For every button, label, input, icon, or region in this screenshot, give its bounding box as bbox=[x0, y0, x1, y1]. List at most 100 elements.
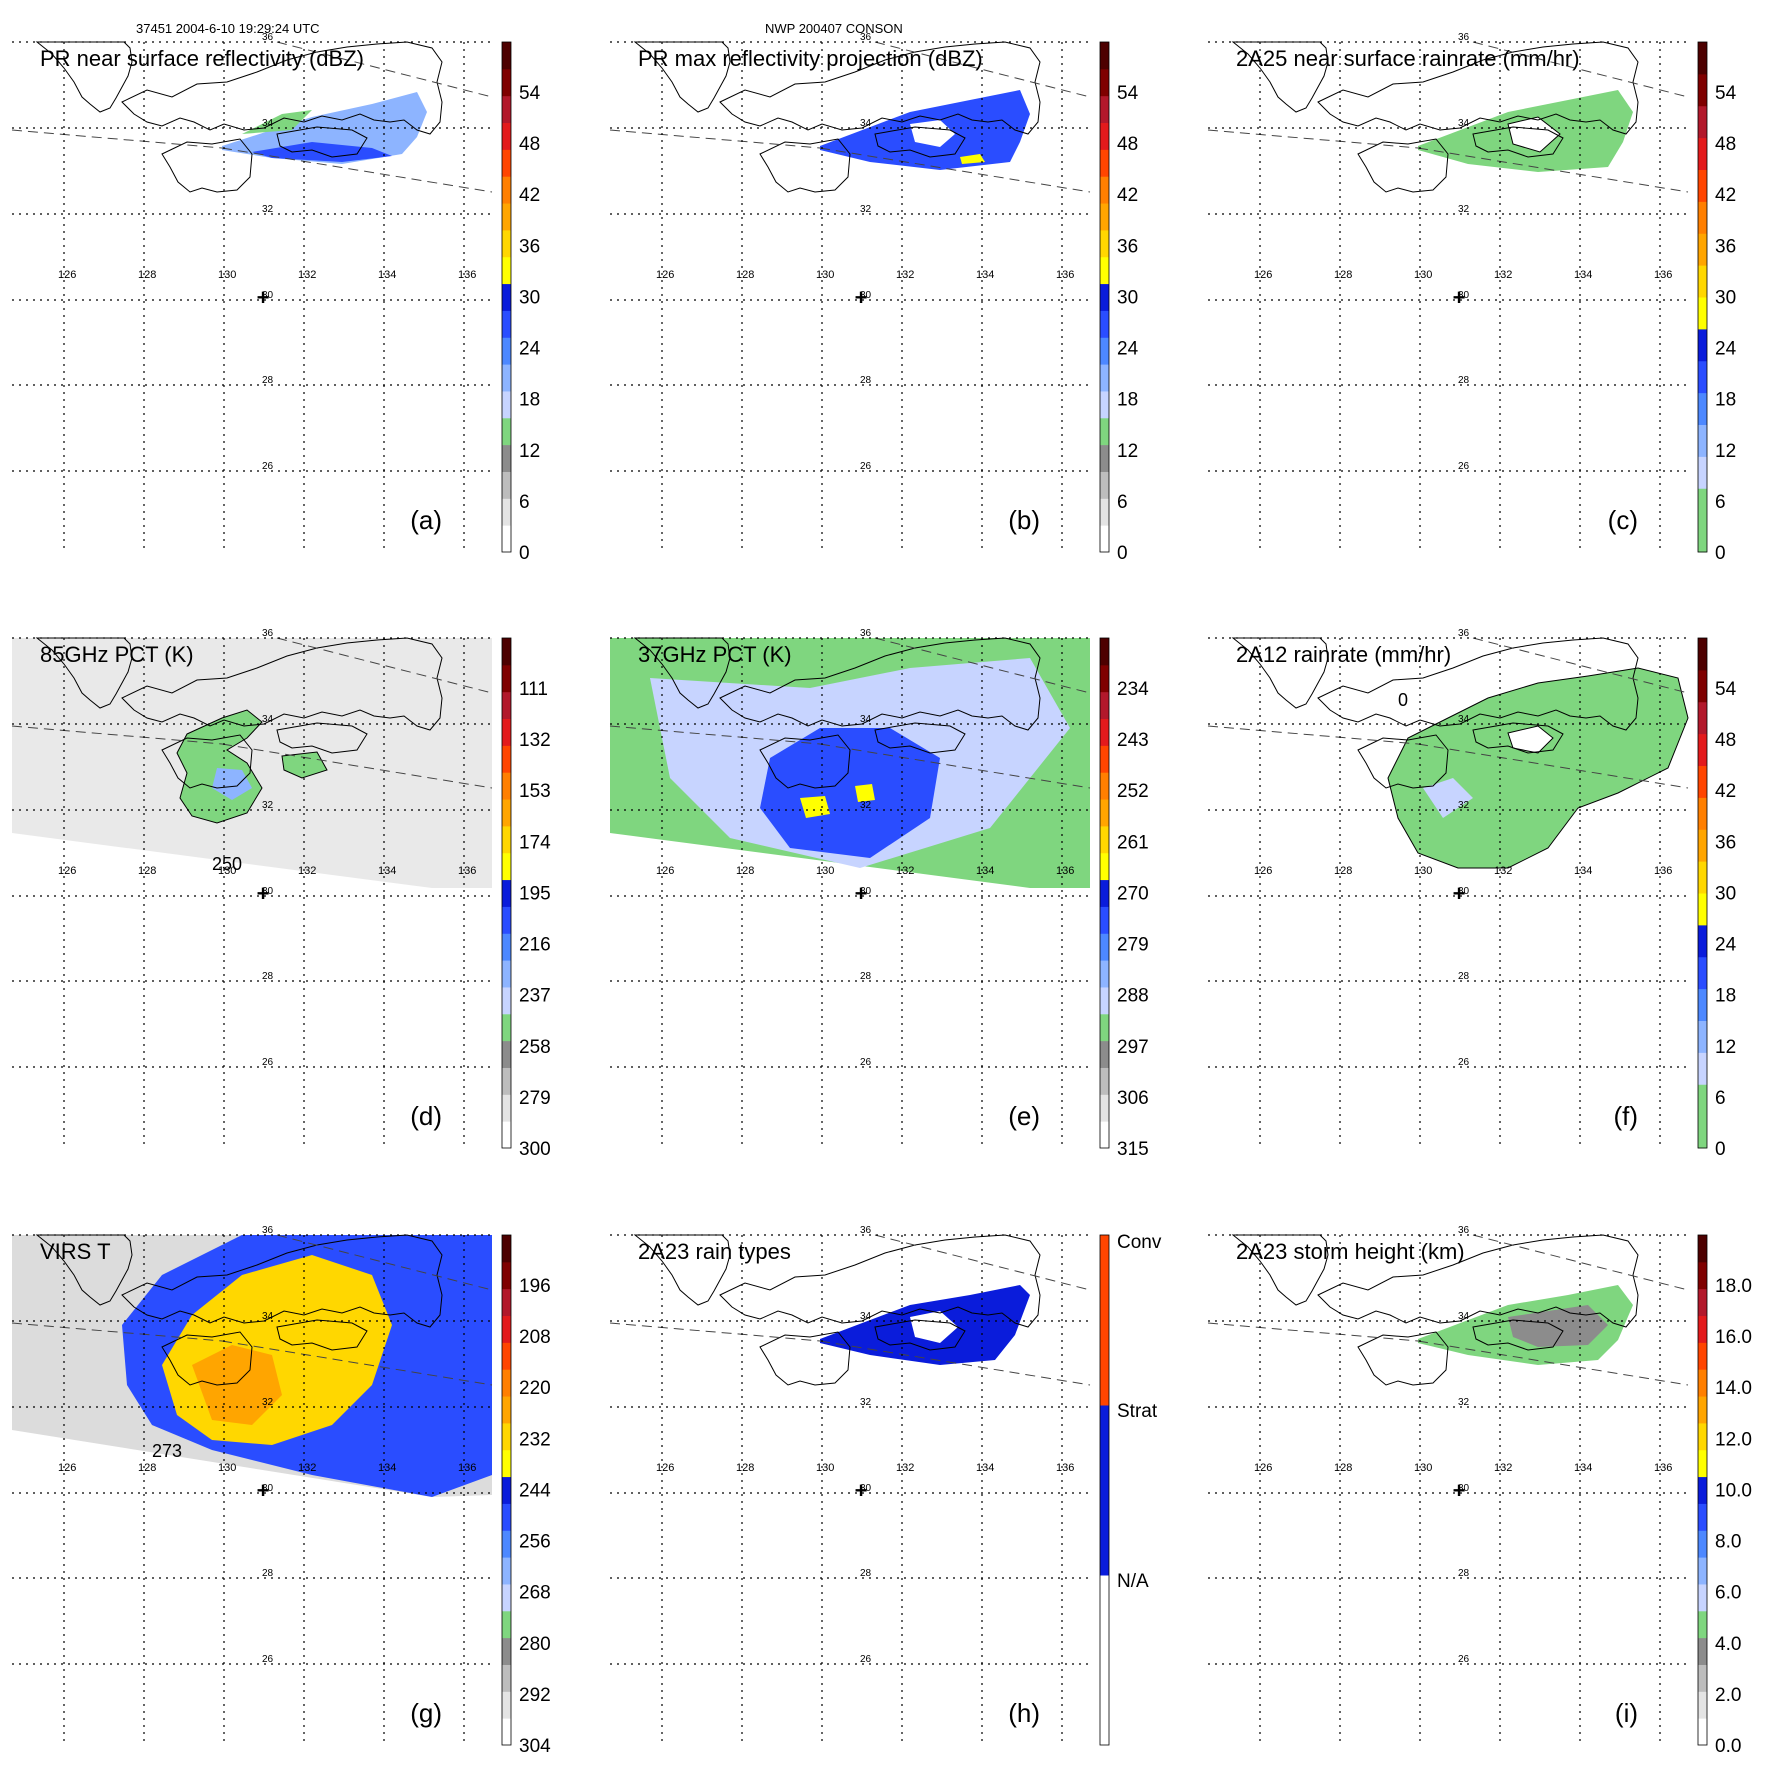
lon-label: 130 bbox=[816, 1462, 834, 1474]
colorbar-segment bbox=[1698, 733, 1707, 766]
swath-edge-lower bbox=[609, 1322, 821, 1342]
lon-label: 128 bbox=[1334, 865, 1352, 877]
colorbar-segment bbox=[1698, 488, 1707, 521]
lon-label: 132 bbox=[298, 1462, 316, 1474]
colorbar-tick-label: 258 bbox=[519, 1037, 551, 1058]
precip-field bbox=[610, 638, 1090, 888]
lat-label: 32 bbox=[262, 204, 274, 215]
colorbar-segment bbox=[502, 1121, 511, 1149]
lon-label: 128 bbox=[138, 1462, 156, 1474]
lat-label: 32 bbox=[1458, 800, 1470, 811]
panel-tag: (a) bbox=[410, 505, 442, 535]
lat-label: 26 bbox=[860, 1654, 872, 1665]
colorbar-segment bbox=[1100, 745, 1109, 773]
colorbar-segment bbox=[1100, 825, 1109, 854]
panel-e: 126 128 130 132 134 136 36 34 32 30 28 26 +37GHz PCT… bbox=[609, 628, 1149, 1160]
lon-label: 126 bbox=[656, 269, 674, 281]
colorbar-segment bbox=[1698, 105, 1707, 139]
colorbar-frame bbox=[1697, 637, 1708, 1149]
colorbar-tick-label: 6 bbox=[1117, 492, 1128, 513]
precip-field bbox=[820, 1285, 1030, 1365]
colorbar-tick-label: 42 bbox=[1117, 185, 1138, 206]
colorbar-segment bbox=[1698, 169, 1707, 202]
swath-edge-lower bbox=[1207, 725, 1419, 745]
colorbar-tick-label: 196 bbox=[519, 1276, 551, 1297]
swath-edge-lower-east bbox=[1417, 1340, 1689, 1386]
graticule bbox=[12, 637, 492, 1148]
colorbar-tick-label: 18 bbox=[1117, 390, 1138, 411]
colorbar-tick-label: 6 bbox=[519, 492, 530, 513]
swath-edges bbox=[609, 637, 1091, 789]
rainrate-gap bbox=[1507, 116, 1561, 153]
colorbar-frame bbox=[1099, 41, 1110, 553]
colorbar-tick-label: 36 bbox=[1715, 832, 1736, 853]
lon-label: 130 bbox=[1414, 865, 1432, 877]
colorbar-segment bbox=[502, 772, 511, 800]
swath-edge-lower-east bbox=[221, 743, 493, 789]
colorbar-segment bbox=[502, 1422, 511, 1451]
storm-center-marker: + bbox=[1453, 881, 1466, 906]
storm-center-marker: + bbox=[257, 1478, 270, 1503]
lat-label: 28 bbox=[860, 1568, 872, 1579]
lat-label: 34 bbox=[262, 118, 274, 129]
colorbar-tick-label: 18.0 bbox=[1715, 1276, 1752, 1297]
colorbar-tick-label: 315 bbox=[1117, 1139, 1149, 1160]
lon-label: 134 bbox=[976, 1462, 994, 1474]
kyushu-coast bbox=[161, 734, 253, 789]
kyushu-coast bbox=[759, 734, 851, 789]
storm-name-header: NWP 200407 CONSON bbox=[765, 21, 903, 36]
colorbar-tick-label: 297 bbox=[1117, 1037, 1149, 1058]
colorbar-segment bbox=[1100, 68, 1109, 97]
colorbar-segment bbox=[1698, 1288, 1707, 1317]
colorbar-segment bbox=[1698, 765, 1707, 798]
lon-label: 126 bbox=[58, 865, 76, 877]
pct-core bbox=[212, 768, 252, 800]
colorbar-tick-label: 237 bbox=[519, 986, 551, 1007]
panel-title: 37GHz PCT (K) bbox=[638, 642, 792, 667]
storm-center-marker: + bbox=[257, 285, 270, 310]
lon-label: 128 bbox=[1334, 269, 1352, 281]
korea-coast bbox=[1231, 41, 1329, 113]
honshu-coast bbox=[121, 41, 443, 135]
colorbar-segment bbox=[1100, 203, 1109, 231]
colorbar-tick-label: 132 bbox=[519, 730, 551, 751]
lat-label: 32 bbox=[860, 1397, 872, 1408]
reflectivity-gap bbox=[910, 120, 955, 147]
lon-label: 132 bbox=[298, 269, 316, 281]
colorbar-segment bbox=[502, 1396, 511, 1424]
lon-label: 126 bbox=[1254, 865, 1272, 877]
lon-label: 134 bbox=[1574, 269, 1592, 281]
lon-label: 134 bbox=[378, 1462, 396, 1474]
colorbar-segment bbox=[1100, 1235, 1109, 1406]
colorbar: 111 132 153 174 195 216 237 258 279 300 bbox=[501, 637, 551, 1160]
colorbar: Conv Strat N/A bbox=[1099, 1232, 1162, 1746]
colorbar-tick-label: 36 bbox=[1117, 236, 1138, 257]
colorbar-segment bbox=[1100, 1067, 1109, 1095]
colorbar-segment bbox=[502, 879, 511, 907]
colorbar-segment bbox=[1698, 233, 1707, 266]
swath-edge-lower-east bbox=[221, 1340, 493, 1386]
colorbar-segment bbox=[502, 1067, 511, 1095]
panel-tag: (i) bbox=[1615, 1698, 1638, 1728]
precip-field bbox=[1418, 90, 1633, 172]
colorbar-tick-label: 6 bbox=[1715, 1088, 1726, 1109]
kyushu-coast bbox=[161, 1331, 253, 1386]
swath-edge-lower bbox=[609, 129, 821, 149]
lon-label: 128 bbox=[736, 269, 754, 281]
colorbar-segment bbox=[1100, 525, 1109, 553]
colorbar-tick-label: 42 bbox=[1715, 781, 1736, 802]
panel-tag: (e) bbox=[1008, 1101, 1040, 1131]
colorbar-tick-label: 8.0 bbox=[1715, 1532, 1741, 1553]
colorbar-segment bbox=[502, 68, 511, 97]
lon-label: 136 bbox=[1056, 1462, 1074, 1474]
colorbar-segment bbox=[1698, 137, 1707, 170]
lat-label: 30 bbox=[262, 886, 274, 897]
colorbar-segment bbox=[502, 1664, 511, 1692]
colorbar-segment bbox=[502, 1288, 511, 1317]
lat-label: 26 bbox=[1458, 461, 1470, 472]
lat-label: 28 bbox=[262, 1568, 274, 1579]
swath-edge-lower bbox=[609, 725, 821, 745]
colorbar-tick-label: 0.0 bbox=[1715, 1736, 1741, 1757]
colorbar-segment bbox=[1100, 1013, 1109, 1042]
